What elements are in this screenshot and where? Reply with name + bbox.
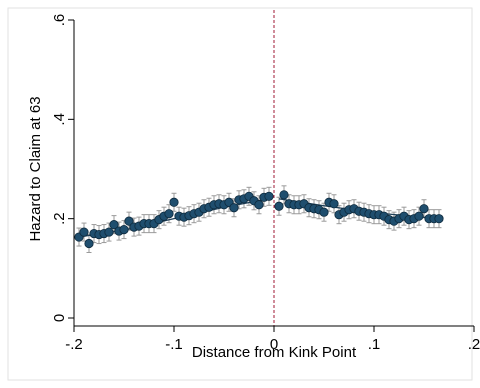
x-tick-label: .2 [468,336,480,353]
data-point [164,209,174,219]
data-point [109,220,119,230]
data-point [279,190,289,200]
x-axis-ticks: -.2 -.1 0 .1 .2 [65,326,480,353]
x-tick-label: -.2 [65,336,83,353]
y-tick-label: 0 [51,314,68,322]
y-tick-label: .4 [51,113,68,126]
x-axis-title: Distance from Kink Point [192,344,357,361]
data-point [329,199,339,209]
data-point [434,214,444,224]
outer-frame [7,7,473,381]
y-axis-ticks: 0 .2 .4 .6 [51,14,74,322]
y-axis-title: Hazard to Claim at 63 [27,96,44,241]
data-point [119,224,129,235]
data-point [79,227,89,237]
y-tick-label: .6 [51,14,68,27]
data-point [84,238,94,249]
data-point [414,211,424,221]
data-point [264,191,274,201]
data-point [124,216,134,226]
data-point [254,200,264,210]
x-tick-label: 0 [270,336,278,353]
y-tick-label: .2 [51,212,68,225]
data-point [274,201,284,211]
x-tick-label: -.1 [165,336,183,353]
data-points [74,190,444,249]
data-point [319,207,329,217]
data-point [419,204,429,214]
x-tick-label: .1 [368,336,381,353]
data-point [229,203,239,213]
data-point [104,227,114,237]
data-point [169,197,179,207]
